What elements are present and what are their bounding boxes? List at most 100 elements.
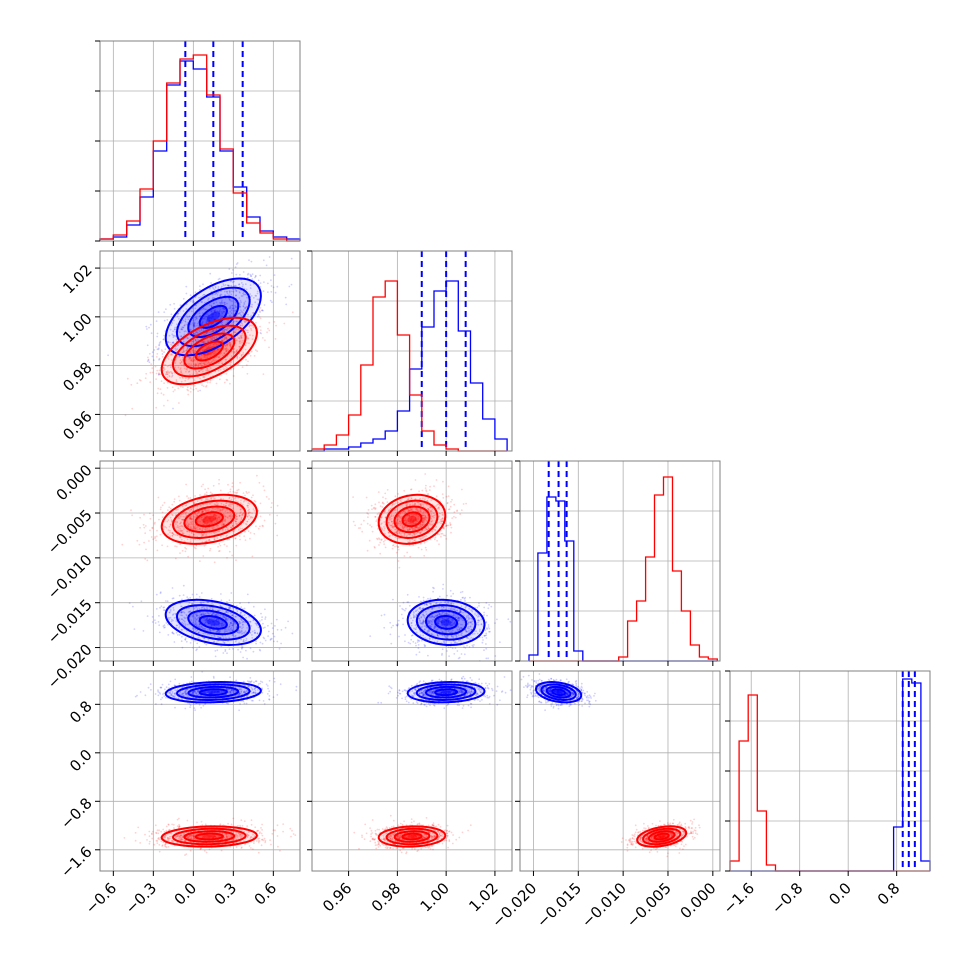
sample-point (271, 301, 273, 304)
sample-point (240, 309, 242, 312)
sample-point (447, 646, 450, 648)
sample-point (218, 550, 221, 552)
sample-point (212, 484, 215, 487)
sample-point (225, 373, 228, 375)
sample-point (185, 292, 188, 295)
sample-point (280, 629, 283, 631)
sample-point (143, 526, 146, 529)
sample-point (229, 314, 232, 317)
sample-point (230, 592, 233, 594)
sample-point (148, 352, 151, 355)
sample-point (195, 316, 198, 318)
sample-point (228, 648, 231, 650)
sample-point (368, 539, 371, 542)
sample-point (235, 273, 238, 276)
sample-point (219, 302, 222, 305)
sample-point (218, 277, 221, 280)
sample-point (267, 624, 269, 627)
sample-point (410, 638, 413, 641)
sample-point (235, 289, 238, 292)
sample-point (194, 495, 197, 497)
sample-point (194, 339, 197, 341)
sample-point (220, 293, 223, 296)
sample-point (451, 647, 454, 650)
sample-point (234, 284, 237, 287)
sample-point (231, 272, 233, 274)
sample-point (247, 530, 250, 533)
sample-point (244, 307, 246, 309)
sample-point (169, 303, 172, 306)
sample-point (186, 495, 188, 498)
sample-point (225, 329, 228, 332)
sample-point (187, 389, 190, 392)
sample-point (181, 549, 184, 552)
sample-point (224, 284, 227, 286)
sample-point (270, 502, 273, 504)
sample-point (189, 387, 192, 390)
sample-point (180, 327, 183, 330)
sample-point (220, 322, 223, 325)
sample-point (187, 393, 190, 396)
sample-point (449, 524, 452, 527)
sample-point (259, 317, 262, 320)
sample-point (273, 635, 276, 638)
sample-point (175, 345, 177, 348)
sample-point (155, 593, 158, 596)
sample-point (200, 327, 203, 330)
sample-point (173, 641, 176, 643)
sample-point (252, 296, 255, 299)
sample-point (228, 294, 230, 297)
sample-point (179, 304, 182, 307)
sample-point (390, 642, 393, 645)
sample-point (217, 316, 220, 319)
sample-point (239, 273, 241, 276)
sample-point (171, 342, 174, 344)
sample-point (258, 481, 261, 484)
sample-point (210, 317, 212, 319)
sample-point (483, 606, 486, 609)
sample-point (213, 310, 216, 312)
sample-point (261, 337, 264, 339)
sample-point (402, 608, 405, 611)
sample-point (155, 535, 158, 538)
sample-point (205, 643, 208, 646)
sample-point (251, 278, 254, 280)
sample-point (150, 363, 153, 365)
sample-point (241, 646, 244, 649)
sample-point (160, 392, 163, 395)
sample-point (184, 546, 187, 549)
sample-point (229, 488, 232, 491)
sample-point (261, 642, 264, 645)
sample-point (223, 543, 226, 546)
sample-point (158, 357, 161, 360)
sample-point (228, 326, 231, 329)
sample-point (249, 647, 252, 650)
sample-point (283, 322, 286, 325)
sample-point (161, 350, 164, 352)
sample-point (478, 605, 480, 607)
sample-point (146, 344, 149, 347)
sample-point (456, 650, 459, 652)
sample-point (483, 649, 485, 652)
sample-point (251, 555, 254, 558)
sample-point (159, 341, 162, 343)
sample-point (408, 604, 411, 607)
sample-point (202, 341, 205, 344)
sample-point (240, 282, 243, 284)
sample-point (254, 500, 257, 503)
sample-point (490, 605, 493, 608)
sample-point (232, 368, 235, 370)
sample-point (270, 279, 272, 282)
sample-point (172, 597, 175, 600)
sample-point (138, 543, 141, 546)
sample-point (150, 536, 153, 538)
sample-point (182, 594, 185, 596)
sample-point (249, 532, 252, 534)
sample-point (194, 331, 197, 333)
sample-point (184, 550, 187, 553)
sample-point (149, 381, 152, 384)
sample-point (483, 611, 485, 614)
sample-point (212, 330, 215, 333)
sample-point (280, 642, 282, 645)
sample-point (236, 491, 239, 494)
